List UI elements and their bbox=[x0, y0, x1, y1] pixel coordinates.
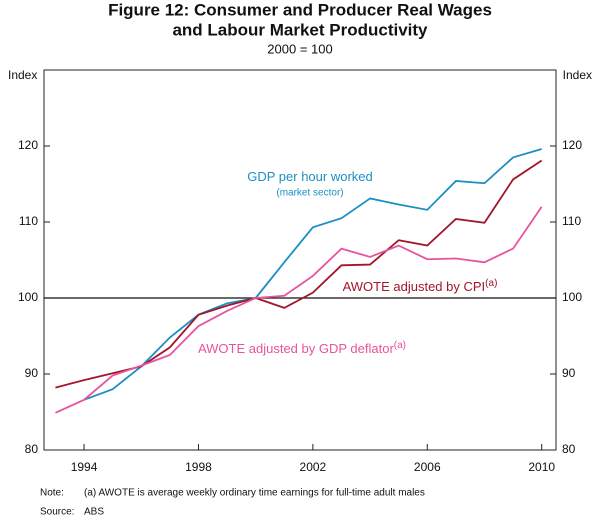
series-label: AWOTE adjusted by GDP deflator(a) bbox=[198, 340, 406, 357]
chart-title: Figure 12: Consumer and Producer Real Wa… bbox=[108, 0, 492, 19]
series-line bbox=[55, 206, 543, 414]
y-tick-label: 120 bbox=[18, 138, 38, 152]
y2-tick-label: 80 bbox=[562, 442, 576, 456]
x-tick-label: 2006 bbox=[414, 460, 441, 474]
x-tick-label: 2010 bbox=[528, 460, 555, 474]
series-name: AWOTE adjusted by GDP deflator bbox=[198, 341, 394, 356]
y2-tick-label: 110 bbox=[562, 214, 581, 228]
y-tick-label: 80 bbox=[25, 442, 39, 456]
chart-subtitle: 2000 = 100 bbox=[267, 41, 332, 56]
source: ABS bbox=[84, 507, 104, 518]
series-note: (a) bbox=[485, 278, 497, 289]
footnote-label: Note: bbox=[40, 488, 64, 499]
y2-axis-label: Index bbox=[563, 68, 592, 82]
x-tick-label: 1998 bbox=[185, 460, 212, 474]
series-label: GDP per hour worked bbox=[247, 169, 373, 184]
series-label: AWOTE adjusted by CPI(a) bbox=[343, 278, 498, 295]
series-sublabel: (market sector) bbox=[276, 188, 343, 199]
y-tick-label: 90 bbox=[25, 366, 39, 380]
y-tick-label: 100 bbox=[18, 290, 38, 304]
series-name: GDP per hour worked bbox=[247, 169, 373, 184]
series-note: (a) bbox=[394, 340, 406, 351]
series-name: AWOTE adjusted by CPI bbox=[343, 279, 486, 294]
y-tick-label: 110 bbox=[19, 214, 38, 228]
series-line bbox=[83, 148, 542, 401]
y-axis-label: Index bbox=[8, 68, 37, 82]
chart-title: and Labour Market Productivity bbox=[172, 20, 428, 39]
y2-tick-label: 90 bbox=[562, 366, 576, 380]
x-tick-label: 1994 bbox=[71, 460, 98, 474]
y2-tick-label: 100 bbox=[562, 290, 582, 304]
plot-frame bbox=[43, 69, 557, 451]
y2-tick-label: 120 bbox=[562, 138, 582, 152]
x-tick-label: 2002 bbox=[300, 460, 327, 474]
source-label: Source: bbox=[40, 507, 74, 518]
footnote: (a) AWOTE is average weekly ordinary tim… bbox=[84, 488, 425, 499]
